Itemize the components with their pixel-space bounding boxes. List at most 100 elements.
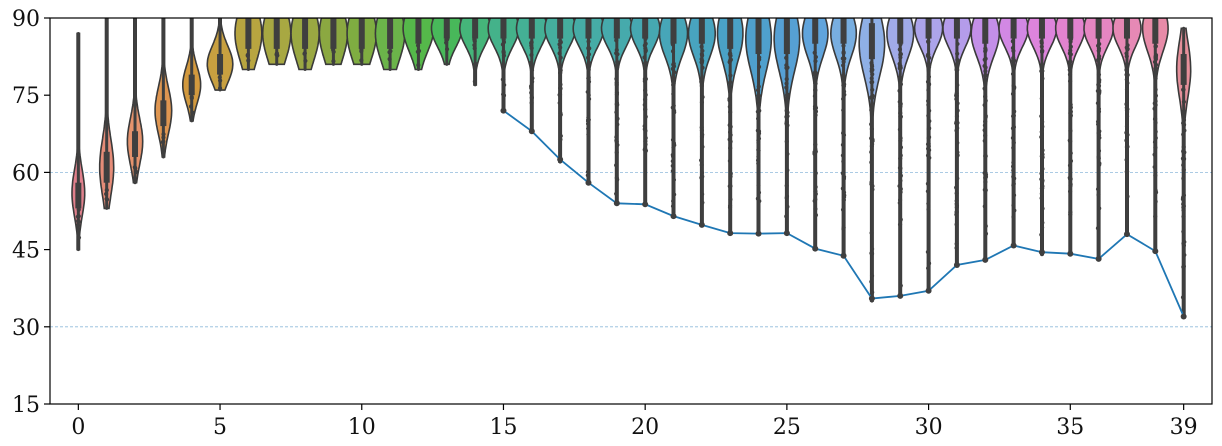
outlier-point (586, 60, 592, 66)
outlier-point (558, 70, 563, 76)
outlier-point (1181, 87, 1186, 92)
box-24 (755, 18, 762, 55)
outlier-point (728, 139, 733, 144)
outlier-point (529, 46, 534, 51)
outlier-point (756, 93, 761, 98)
outlier-point (557, 100, 562, 106)
outlier-point (1152, 106, 1157, 111)
outlier-point (1181, 243, 1187, 248)
min-point-19 (613, 200, 620, 207)
outlier-point (1039, 129, 1044, 135)
outlier-point (700, 144, 705, 149)
box-26 (812, 18, 819, 44)
outlier-point (671, 91, 676, 97)
outlier-point (1152, 152, 1157, 157)
outlier-point (955, 67, 960, 73)
outlier-point (812, 71, 818, 76)
outlier-point (955, 108, 960, 113)
outlier-point (954, 222, 959, 227)
outlier-point (1040, 184, 1045, 189)
outlier-point (585, 173, 590, 178)
outlier-point (1181, 109, 1186, 114)
outlier-point (1068, 105, 1073, 110)
outlier-point (1067, 138, 1072, 143)
outlier-point (955, 51, 960, 56)
outlier-point (897, 61, 902, 67)
outlier-point (869, 150, 874, 155)
outlier-point (728, 86, 733, 92)
outlier-point (955, 101, 960, 106)
outlier-point (161, 149, 166, 154)
outlier-point (869, 279, 874, 284)
outlier-point (132, 165, 137, 170)
outlier-point (245, 53, 250, 58)
box-25 (783, 18, 790, 55)
box-28 (868, 23, 875, 60)
outlier-point (870, 102, 875, 107)
outlier-point (898, 75, 903, 80)
outlier-point (1181, 156, 1187, 161)
outlier-point (1012, 176, 1017, 181)
outlier-point (1153, 145, 1158, 150)
outlier-point (840, 153, 845, 158)
outlier-point (1012, 109, 1017, 114)
outlier-point (784, 123, 790, 128)
box-33 (1010, 18, 1017, 39)
min-point-26 (812, 245, 819, 252)
outlier-point (1125, 109, 1130, 115)
outlier-point (501, 93, 507, 98)
outlier-point (813, 105, 819, 111)
outlier-point (1067, 72, 1073, 77)
outlier-point (897, 88, 902, 93)
outlier-point (1096, 148, 1102, 153)
outlier-point (813, 88, 818, 93)
outlier-point (1011, 86, 1017, 91)
outlier-point (1124, 87, 1130, 92)
outlier-point (1124, 105, 1129, 110)
outlier-point (1180, 295, 1186, 300)
outlier-point (700, 77, 705, 82)
outlier-point (870, 87, 875, 92)
outlier-point (927, 126, 932, 131)
outlier-point (983, 65, 988, 70)
outlier-point (615, 59, 620, 65)
outlier-point (841, 133, 847, 138)
outlier-point (1095, 226, 1101, 231)
outlier-point (1181, 167, 1186, 172)
outlier-point (898, 111, 903, 116)
outlier-point (756, 116, 761, 122)
outlier-point (1040, 166, 1045, 171)
outlier-point (472, 79, 477, 84)
outlier-point (870, 80, 875, 85)
outlier-point (1096, 48, 1101, 53)
outlier-point (558, 86, 563, 91)
outlier-point (812, 50, 817, 55)
outlier-point (700, 65, 705, 70)
outlier-point (982, 138, 987, 143)
outlier-point (558, 133, 563, 139)
min-point-32 (982, 256, 989, 263)
outlier-point (841, 159, 846, 164)
outlier-point (671, 199, 676, 204)
outlier-point (614, 82, 619, 87)
outlier-point (954, 93, 959, 98)
outlier-point (926, 113, 931, 118)
outlier-point (614, 48, 619, 53)
outlier-point (1039, 191, 1044, 196)
outlier-point (1181, 264, 1186, 269)
gridlines (50, 171, 1212, 328)
outlier-point (1068, 63, 1073, 68)
outlier-point (1040, 76, 1045, 81)
outlier-point (188, 104, 194, 109)
outlier-point (870, 183, 875, 189)
outlier-point (1011, 203, 1016, 208)
outlier-point (558, 111, 563, 116)
outlier-point (104, 191, 109, 197)
outlier-point (1040, 220, 1045, 225)
outlier-point (643, 139, 648, 144)
outlier-point (1095, 101, 1101, 106)
outlier-point (1125, 132, 1130, 138)
box-17 (557, 18, 564, 39)
outlier-point (898, 190, 903, 195)
